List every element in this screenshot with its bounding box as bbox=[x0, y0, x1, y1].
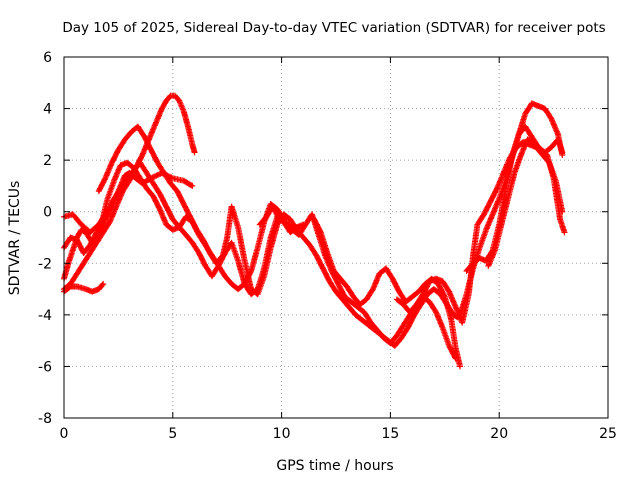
x-tick-label: 15 bbox=[381, 426, 399, 442]
y-tick-label: -4 bbox=[38, 308, 52, 324]
y-tick-label: 2 bbox=[43, 153, 52, 169]
series-markers bbox=[311, 216, 464, 370]
x-tick-label: 0 bbox=[60, 426, 69, 442]
y-tick-label: -6 bbox=[38, 359, 52, 375]
grid-lines bbox=[64, 57, 608, 418]
series-arc-12 bbox=[485, 136, 568, 269]
x-tick-label: 20 bbox=[490, 426, 508, 442]
x-tick-label: 5 bbox=[168, 426, 177, 442]
data-series bbox=[61, 92, 568, 370]
x-tick-label: 25 bbox=[599, 426, 617, 442]
series-arc-11 bbox=[457, 100, 566, 318]
y-axis-label: SDTVAR / TECUs bbox=[7, 181, 23, 296]
series-markers bbox=[95, 123, 461, 349]
y-tick-label: 6 bbox=[43, 50, 52, 66]
y-tick-label: 4 bbox=[43, 102, 52, 118]
axis-ticks: 0 5 10 15 20 25 -8 -6 -4 -2 0 2 4 6 bbox=[38, 50, 617, 442]
series-markers bbox=[485, 136, 568, 269]
y-tick-label: 0 bbox=[43, 205, 52, 221]
chart-title: Day 105 of 2025, Sidereal Day-to-day VTE… bbox=[62, 20, 605, 36]
y-tick-label: -2 bbox=[38, 256, 52, 272]
x-tick-label: 10 bbox=[273, 426, 291, 442]
series-arc-6 bbox=[95, 123, 461, 349]
series-arc-8 bbox=[311, 216, 464, 370]
series-markers bbox=[457, 100, 566, 318]
x-axis-label: GPS time / hours bbox=[276, 458, 393, 474]
plot-frame bbox=[63, 56, 609, 419]
y-tick-label: -8 bbox=[38, 411, 52, 427]
